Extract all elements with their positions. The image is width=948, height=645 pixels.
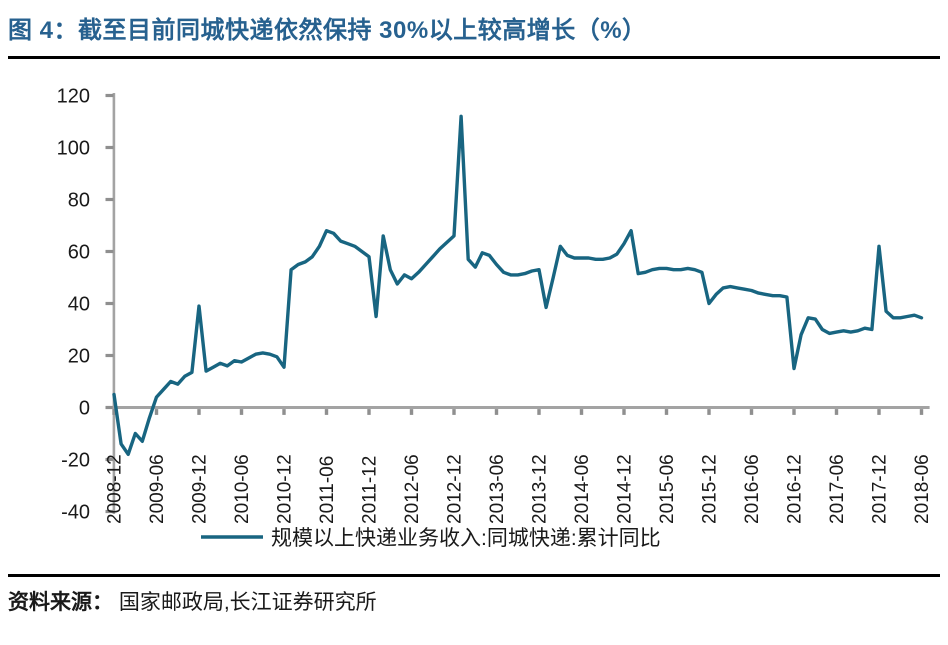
legend-label: 规模以上快递业务收入:同城快递:累计同比 — [271, 527, 661, 550]
x-tick-label: 2013-12 — [530, 454, 551, 524]
y-tick — [105, 145, 114, 150]
figure-title: 图 4：截至目前同城快递依然保持 30%以上较高增长（%） — [8, 17, 647, 44]
y-tick-label: 120 — [57, 86, 90, 108]
x-tick — [749, 409, 754, 415]
x-tick-label: 2015-12 — [700, 454, 721, 524]
x-tick-label: 2010-06 — [232, 454, 253, 524]
x-tick — [919, 409, 924, 415]
y-axis: 120 100 80 60 40 20 0 -20 -40 — [57, 86, 116, 524]
x-tick — [494, 409, 499, 415]
x-tick — [112, 409, 116, 415]
series-line — [112, 114, 924, 456]
x-tick — [834, 409, 839, 415]
y-tick-label: 60 — [68, 242, 90, 264]
x-tick-label: 2011-12 — [360, 456, 381, 524]
legend: 规模以上快递业务收入:同城快递:累计同比 — [201, 527, 661, 550]
x-tick-label: 2012-06 — [402, 454, 423, 524]
x-tick-label: 2013-06 — [487, 454, 508, 524]
y-tick — [105, 249, 114, 254]
y-tick-label: 0 — [79, 398, 90, 420]
y-tick — [105, 197, 114, 202]
line-chart: 120 100 80 60 40 20 0 -20 -40 2008-12 2009-06 2009… — [57, 86, 933, 551]
x-tick — [154, 409, 159, 415]
x-tick-label: 2016-12 — [785, 454, 806, 524]
x-tick — [324, 409, 329, 415]
source-note: 资料来源： 国家邮政局,长江证券研究所 — [8, 586, 377, 616]
y-tick-label: 100 — [57, 138, 90, 160]
y-tick-label: 20 — [68, 346, 90, 368]
x-tick — [792, 409, 796, 415]
x-tick-label: 2016-06 — [742, 454, 763, 524]
y-tick — [105, 457, 114, 462]
x-tick-label: 2018-06 — [912, 454, 933, 524]
y-tick-label: -20 — [61, 450, 90, 472]
title-divider — [8, 56, 940, 59]
x-tick-label: 2014-12 — [615, 454, 636, 524]
footer-divider — [8, 574, 940, 577]
x-tick — [707, 409, 711, 415]
source-text: 国家邮政局,长江证券研究所 — [113, 591, 377, 614]
x-tick-label: 2014-06 — [572, 454, 593, 524]
y-tick-label: -40 — [61, 502, 90, 524]
x-tick — [452, 409, 456, 415]
x-tick — [537, 409, 541, 415]
x-tick — [877, 409, 881, 415]
y-tick — [105, 353, 114, 358]
x-tick — [239, 409, 244, 415]
x-tick — [367, 409, 371, 415]
y-tick — [105, 93, 114, 98]
y-tick — [105, 301, 114, 306]
x-axis-line — [112, 406, 930, 409]
y-tick-label: 80 — [68, 190, 90, 212]
x-tick-label: 2011-06 — [317, 456, 338, 524]
y-tick-label: 40 — [68, 294, 90, 316]
x-tick — [579, 409, 584, 415]
x-tick-label: 2012-12 — [445, 454, 466, 524]
x-tick-label: 2017-06 — [827, 454, 848, 524]
y-axis-line — [112, 93, 116, 514]
x-tick-label: 2010-12 — [275, 454, 296, 524]
x-tick — [282, 409, 286, 415]
x-tick — [664, 409, 669, 415]
x-tick-label: 2017-12 — [870, 454, 891, 524]
source-label: 资料来源： — [8, 591, 113, 614]
x-tick — [409, 409, 414, 415]
y-tick — [105, 405, 114, 410]
x-tick — [622, 409, 626, 415]
x-tick-label: 2009-12 — [190, 454, 211, 524]
x-tick — [197, 409, 201, 415]
x-axis: 2008-12 2009-06 2009-12 2010-06 2010-12 2011-… — [105, 406, 933, 524]
x-tick-label: 2008-12 — [105, 454, 126, 524]
x-tick-label: 2015-06 — [657, 454, 678, 524]
x-tick-label: 2009-06 — [147, 454, 168, 524]
y-tick — [105, 509, 114, 514]
